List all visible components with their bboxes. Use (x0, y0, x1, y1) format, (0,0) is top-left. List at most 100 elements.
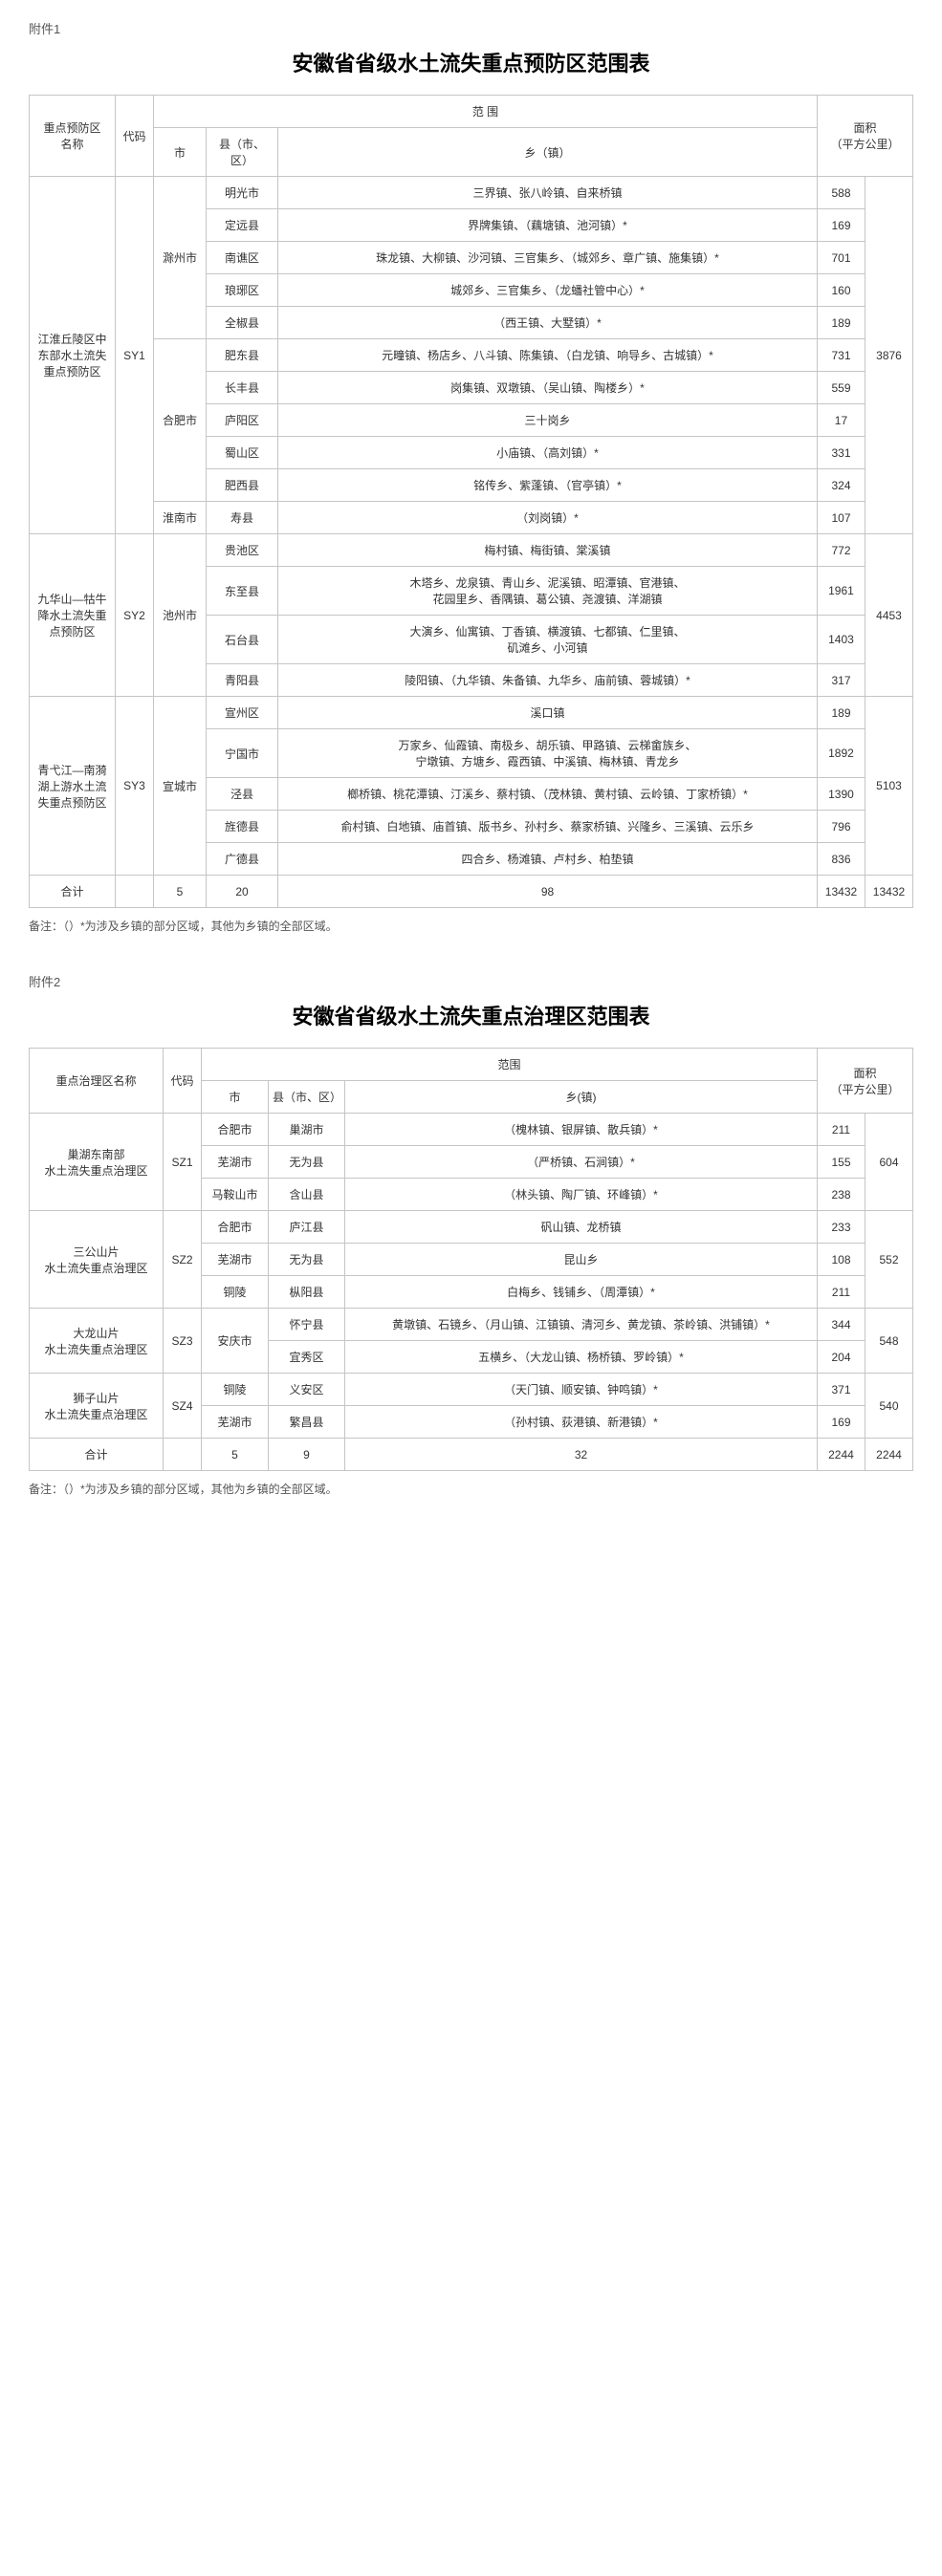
header-range: 范 围 (154, 96, 818, 128)
area-cell: 731 (817, 339, 865, 372)
town-cell: 昆山乡 (345, 1244, 818, 1276)
county-cell: 肥西县 (207, 469, 278, 502)
area-cell: 701 (817, 242, 865, 274)
town-cell: （孙村镇、荻港镇、新港镇）* (345, 1406, 818, 1439)
county-cell: 定远县 (207, 209, 278, 242)
town-cell: 珠龙镇、大柳镇、沙河镇、三官集乡、（城郊乡、章广镇、施集镇）* (278, 242, 818, 274)
attachment2-title: 安徽省省级水土流失重点治理区范围表 (29, 1000, 913, 1030)
attachment1-title: 安徽省省级水土流失重点预防区范围表 (29, 47, 913, 77)
header-range: 范围 (202, 1049, 818, 1081)
subtotal-cell: 548 (865, 1309, 912, 1374)
total-empty (164, 1439, 202, 1471)
town-cell: 木塔乡、龙泉镇、青山乡、泥溪镇、昭潭镇、官港镇、 花园里乡、香隅镇、葛公镇、尧渡… (278, 567, 818, 616)
table-row: 狮子山片 水土流失重点治理区SZ4铜陵义安区（天门镇、顺安镇、钟鸣镇）*3715… (30, 1374, 913, 1406)
town-cell: 三十岗乡 (278, 404, 818, 437)
area-cell: 1892 (817, 729, 865, 778)
county-cell: 明光市 (207, 177, 278, 209)
total-area: 13432 (817, 876, 865, 908)
city-cell: 合肥市 (154, 339, 207, 502)
city-cell: 芜湖市 (202, 1244, 269, 1276)
town-cell: 黄墩镇、石镜乡、（月山镇、江镇镇、清河乡、黄龙镇、茶岭镇、洪铺镇）* (345, 1309, 818, 1341)
total-county: 9 (269, 1439, 345, 1471)
town-cell: （刘岗镇）* (278, 502, 818, 534)
area-cell: 1403 (817, 616, 865, 664)
area-cell: 1390 (817, 778, 865, 811)
header-town: 乡(镇) (345, 1081, 818, 1114)
county-cell: 义安区 (269, 1374, 345, 1406)
city-cell: 铜陵 (202, 1276, 269, 1309)
attachment2-label: 附件2 (29, 972, 913, 990)
zone-cell: 九华山—牯牛降水土流失重点预防区 (30, 534, 116, 697)
county-cell: 石台县 (207, 616, 278, 664)
area-cell: 1961 (817, 567, 865, 616)
area-cell: 169 (817, 209, 865, 242)
county-cell: 庐江县 (269, 1211, 345, 1244)
code-cell: SY1 (116, 177, 154, 534)
county-cell: 贵池区 (207, 534, 278, 567)
table-row: 巢湖东南部 水土流失重点治理区SZ1合肥市巢湖市（槐林镇、银屏镇、散兵镇）*21… (30, 1114, 913, 1146)
header-county: 县（市、区） (207, 128, 278, 177)
subtotal-cell: 3876 (865, 177, 912, 534)
county-cell: 青阳县 (207, 664, 278, 697)
area-cell: 169 (817, 1406, 865, 1439)
county-cell: 肥东县 (207, 339, 278, 372)
town-cell: （天门镇、顺安镇、钟鸣镇）* (345, 1374, 818, 1406)
total-area: 2244 (817, 1439, 865, 1471)
city-cell: 芜湖市 (202, 1406, 269, 1439)
city-cell: 铜陵 (202, 1374, 269, 1406)
total-town: 32 (345, 1439, 818, 1471)
header-town: 乡（镇） (278, 128, 818, 177)
table-row: 三公山片 水土流失重点治理区SZ2合肥市庐江县矾山镇、龙桥镇233552 (30, 1211, 913, 1244)
town-cell: 陵阳镇、（九华镇、朱备镇、九华乡、庙前镇、蓉城镇）* (278, 664, 818, 697)
area-cell: 324 (817, 469, 865, 502)
county-cell: 长丰县 (207, 372, 278, 404)
town-cell: 元疃镇、杨店乡、八斗镇、陈集镇、（白龙镇、响导乡、古城镇）* (278, 339, 818, 372)
treatment-table: 重点治理区名称 代码 范围 面积 （平方公里） 市 县（市、区） 乡(镇) 巢湖… (29, 1048, 913, 1471)
county-cell: 枞阳县 (269, 1276, 345, 1309)
code-cell: SZ1 (164, 1114, 202, 1211)
table-row: 江淮丘陵区中东部水土流失重点预防区SY1滁州市明光市三界镇、张八岭镇、自来桥镇5… (30, 177, 913, 209)
county-cell: 宜秀区 (269, 1341, 345, 1374)
city-cell: 池州市 (154, 534, 207, 697)
town-cell: 矾山镇、龙桥镇 (345, 1211, 818, 1244)
total-town: 98 (278, 876, 818, 908)
subtotal-cell: 4453 (865, 534, 912, 697)
total-area2: 13432 (865, 876, 912, 908)
town-cell: 城郊乡、三官集乡、（龙蟠社管中心）* (278, 274, 818, 307)
town-cell: （槐林镇、银屏镇、散兵镇）* (345, 1114, 818, 1146)
subtotal-cell: 540 (865, 1374, 912, 1439)
header-code: 代码 (116, 96, 154, 177)
area-cell: 233 (817, 1211, 865, 1244)
city-cell: 淮南市 (154, 502, 207, 534)
area-cell: 160 (817, 274, 865, 307)
town-cell: （林头镇、陶厂镇、环峰镇）* (345, 1179, 818, 1211)
area-cell: 371 (817, 1374, 865, 1406)
town-cell: 大演乡、仙寓镇、丁香镇、横渡镇、七都镇、仁里镇、 矶滩乡、小河镇 (278, 616, 818, 664)
table-row: 合肥市肥东县元疃镇、杨店乡、八斗镇、陈集镇、（白龙镇、响导乡、古城镇）*731 (30, 339, 913, 372)
county-cell: 广德县 (207, 843, 278, 876)
header-city: 市 (154, 128, 207, 177)
header-county: 县（市、区） (269, 1081, 345, 1114)
zone-cell: 狮子山片 水土流失重点治理区 (30, 1374, 164, 1439)
header-city: 市 (202, 1081, 269, 1114)
town-cell: 万家乡、仙霞镇、南极乡、胡乐镇、甲路镇、云梯畲族乡、 宁墩镇、方塘乡、霞西镇、中… (278, 729, 818, 778)
subtotal-cell: 5103 (865, 697, 912, 876)
city-cell: 宣城市 (154, 697, 207, 876)
town-cell: （西王镇、大墅镇）* (278, 307, 818, 339)
area-cell: 796 (817, 811, 865, 843)
table-header-row: 重点预防区 名称 代码 范 围 面积 （平方公里） (30, 96, 913, 128)
city-cell: 合肥市 (202, 1114, 269, 1146)
county-cell: 宣州区 (207, 697, 278, 729)
county-cell: 繁昌县 (269, 1406, 345, 1439)
area-cell: 189 (817, 697, 865, 729)
town-cell: 铭传乡、紫蓬镇、（官亭镇）* (278, 469, 818, 502)
area-cell: 211 (817, 1114, 865, 1146)
city-cell: 芜湖市 (202, 1146, 269, 1179)
total-county: 20 (207, 876, 278, 908)
county-cell: 泾县 (207, 778, 278, 811)
area-cell: 331 (817, 437, 865, 469)
town-cell: 五横乡、（大龙山镇、杨桥镇、罗岭镇）* (345, 1341, 818, 1374)
code-cell: SZ4 (164, 1374, 202, 1439)
table-row: 青弋江—南漪湖上游水土流失重点预防区SY3宣城市宣州区溪口镇1895103 (30, 697, 913, 729)
total-area2: 2244 (865, 1439, 912, 1471)
